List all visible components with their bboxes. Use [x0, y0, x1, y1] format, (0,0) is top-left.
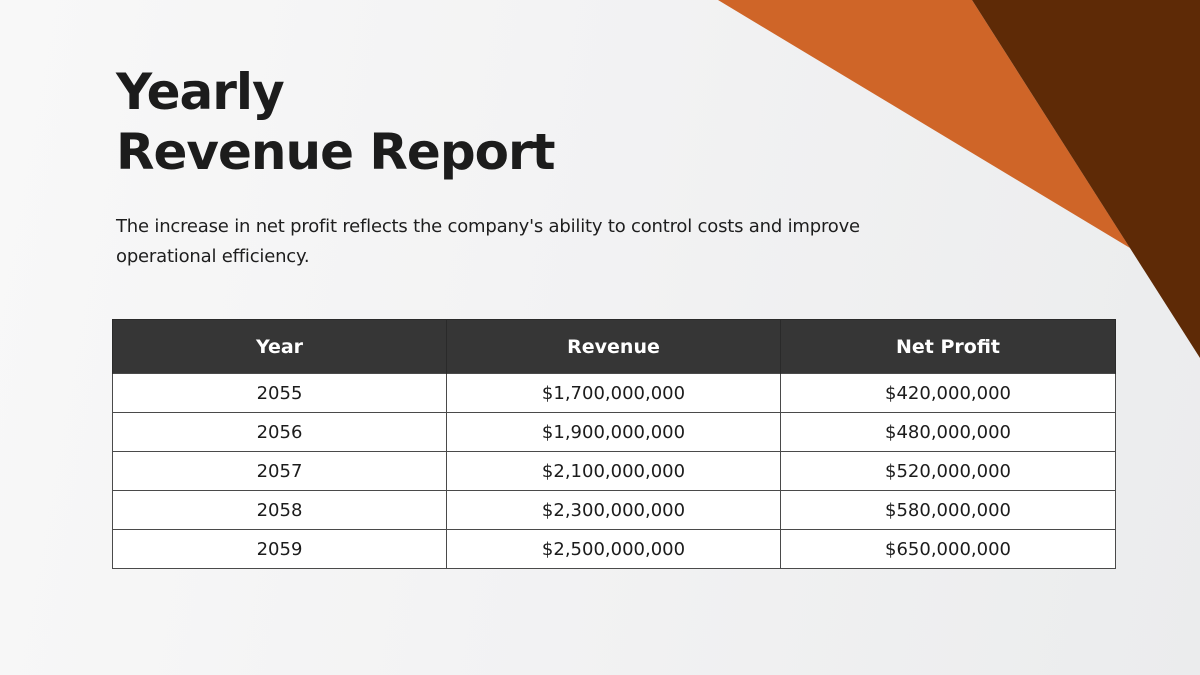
- revenue-table: Year Revenue Net Profit 2055 $1,700,000,…: [112, 319, 1116, 569]
- cell-net-profit: $520,000,000: [780, 451, 1116, 491]
- cell-revenue: $2,500,000,000: [446, 529, 781, 569]
- page-title: Yearly Revenue Report: [116, 62, 556, 182]
- cell-year: 2058: [112, 490, 447, 530]
- column-header-revenue: Revenue: [446, 319, 781, 374]
- table-row: 2057 $2,100,000,000 $520,000,000: [112, 451, 1116, 491]
- cell-revenue: $1,700,000,000: [446, 373, 781, 413]
- cell-net-profit: $420,000,000: [780, 373, 1116, 413]
- table-row: 2059 $2,500,000,000 $650,000,000: [112, 529, 1116, 569]
- cell-net-profit: $650,000,000: [780, 529, 1116, 569]
- table-header-row: Year Revenue Net Profit: [112, 319, 1116, 374]
- column-header-net-profit: Net Profit: [780, 319, 1116, 374]
- title-line-2: Revenue Report: [116, 123, 556, 181]
- cell-year: 2055: [112, 373, 447, 413]
- column-header-year: Year: [112, 319, 447, 374]
- description-text: The increase in net profit reflects the …: [116, 216, 860, 267]
- title-line-1: Yearly: [116, 63, 285, 121]
- cell-net-profit: $580,000,000: [780, 490, 1116, 530]
- cell-year: 2056: [112, 412, 447, 452]
- cell-year: 2057: [112, 451, 447, 491]
- brown-triangle-shape: [972, 0, 1200, 358]
- cell-net-profit: $480,000,000: [780, 412, 1116, 452]
- table-row: 2056 $1,900,000,000 $480,000,000: [112, 412, 1116, 452]
- cell-revenue: $1,900,000,000: [446, 412, 781, 452]
- cell-revenue: $2,100,000,000: [446, 451, 781, 491]
- orange-triangle-shape: [718, 0, 1130, 248]
- table-row: 2055 $1,700,000,000 $420,000,000: [112, 373, 1116, 413]
- cell-revenue: $2,300,000,000: [446, 490, 781, 530]
- table-row: 2058 $2,300,000,000 $580,000,000: [112, 490, 1116, 530]
- cell-year: 2059: [112, 529, 447, 569]
